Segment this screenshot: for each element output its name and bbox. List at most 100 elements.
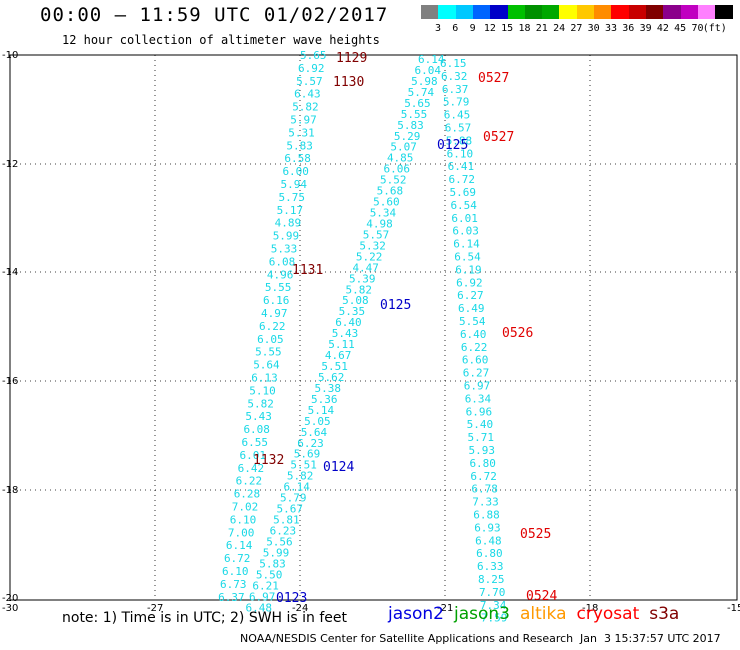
footer-credit: NOAA/NESDIS Center for Satellite Applica… [240,632,574,645]
wave-height-value: 5.35 [339,305,366,318]
wave-height-value: 6.72 [449,173,476,186]
lon-tick-label: -24 [292,603,308,614]
wave-height-value: 5.67 [277,503,304,516]
wave-height-value: 5.82 [287,470,314,483]
wave-height-value: 5.68 [377,185,404,198]
color-scale-label: 36 [622,23,635,34]
wave-height-value: 5.43 [332,327,359,340]
wave-height-value: 5.14 [308,404,335,417]
wave-height-value: 7.34 [480,599,507,612]
wave-height-value: 6.37 [442,83,469,96]
wave-height-value: 7.59 [481,612,508,625]
wave-height-value: 6.21 [252,579,279,592]
color-scale-swatch [472,5,491,19]
lon-tick-label: -15 [727,603,740,614]
color-scale-label: 70 [691,23,704,34]
lat-tick-label: -18 [2,485,18,496]
wave-height-value: 5.69 [294,448,321,461]
wave-height-value: 5.83 [397,119,424,132]
wave-height-value: 5.82 [346,283,373,296]
wave-height-value: 6.93 [474,521,501,534]
color-scale-label: 3 [434,23,442,34]
wave-height-value: 5.71 [468,431,495,444]
color-scale-swatch [611,5,630,19]
color-scale-label: 21 [535,23,548,34]
wave-height-value: 5.94 [281,178,308,191]
wave-height-value: 5.81 [273,514,300,527]
wave-height-value: 5.83 [259,557,286,570]
wave-height-value: 6.97 [464,380,491,393]
wave-height-value: 6.14 [226,539,253,552]
wave-height-value: 6.14 [418,53,445,66]
wave-height-value: 6.13 [251,372,278,385]
wave-height-value: 5.65 [300,49,327,62]
wave-height-value: 6.40 [335,316,362,329]
wave-height-value: 5.62 [318,371,345,384]
lat-tick-label: -14 [2,267,18,278]
wave-height-value: 4.67 [325,349,352,362]
wave-height-value: 5.98 [411,75,438,88]
wave-height-value: 5.33 [271,243,298,256]
wave-height-value: 6.01 [451,212,478,225]
wave-height-value: 6.72 [224,552,251,565]
wave-height-value: 6.08 [243,423,270,436]
wave-height-value: 6.23 [270,524,297,537]
wave-height-value: 5.57 [363,228,390,241]
wave-height-value: 5.82 [292,101,319,114]
wave-height-value: 6.14 [453,238,480,251]
wave-height-value: 6.54 [454,251,481,264]
wave-height-value: 5.93 [469,444,496,457]
wave-height-value: 6.27 [457,289,484,302]
wave-height-value: 5.05 [304,415,331,428]
color-scale-label: 33 [604,23,618,34]
wave-height-value: 5.55 [265,281,292,294]
color-scale-swatch [576,5,595,19]
legend-item-s3a: s3a [649,604,680,624]
wave-height-value: 6.10 [230,513,256,526]
color-scale-label: 39 [639,23,652,34]
color-scale-swatch [421,5,439,19]
wave-height-value: 6.45 [444,109,471,122]
wave-height-value: 4.47 [352,261,379,274]
color-scale-label: 45 [674,23,687,34]
wave-height-value: 7.33 [472,496,499,509]
wave-height-value: 5.29 [394,130,421,143]
wave-height-value: 6.32 [441,70,468,83]
footer-timestamp: Jan 3 15:37:57 UTC 2017 [580,632,721,645]
wave-height-value: 6.48 [475,534,502,547]
pass-time-label: 0124 [323,460,354,475]
color-scale-swatch [542,5,561,19]
lat-tick-label: -16 [2,376,18,387]
wave-height-value: 5.64 [301,426,328,439]
wave-height-value: 6.22 [461,341,488,354]
pass-time-label: 1132 [253,453,284,468]
color-scale-label: 6 [452,23,459,34]
wave-height-value: 6.92 [298,62,325,75]
wave-height-value: 6.08 [269,255,296,268]
page-title: 00:00 – 11:59 UTC 01/02/2017 [40,4,389,26]
wave-height-value: 7.70 [479,586,506,599]
wave-height-value: 5.79 [280,492,307,505]
wave-height-value: 6.22 [259,320,286,333]
wave-height-value: 5.69 [450,186,477,199]
pass-time-label: 1131 [292,263,323,278]
wave-height-value: 7.00 [228,526,255,539]
wave-height-value: 5.57 [296,75,323,88]
color-scale-label: 9 [469,23,476,34]
wave-height-value: 5.34 [370,207,397,220]
wave-height-value: 6.15 [440,57,467,70]
color-scale-label: 30 [587,23,600,34]
wave-height-value: 6.10 [222,565,249,578]
wave-height-value: 5.08 [342,294,369,307]
wave-height-value: 4.98 [366,217,393,230]
pass-time-label: 0525 [520,527,551,542]
wave-height-value: 6.06 [384,163,411,176]
pass-time-label: 1130 [333,75,364,90]
wave-height-value: 6.27 [463,367,490,380]
wave-height-value: 6.55 [242,436,269,449]
wave-height-value: 6.92 [456,276,483,289]
wave-height-value: 6.03 [452,225,479,238]
wave-height-value: 5.56 [266,535,293,548]
wave-height-value: 6.10 [447,147,474,160]
